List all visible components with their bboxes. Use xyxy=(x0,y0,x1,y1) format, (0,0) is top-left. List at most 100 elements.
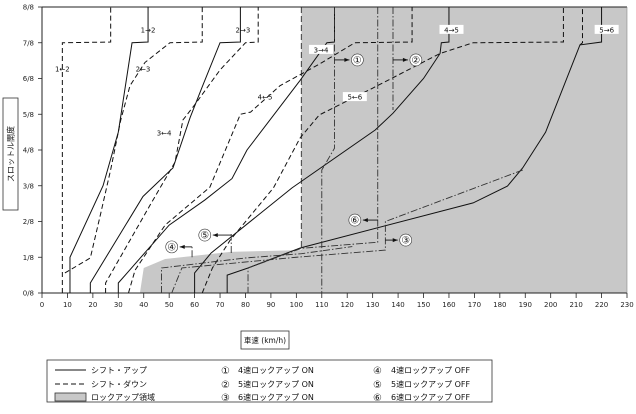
legend: シフト・アップ シフト・ダウン ロックアップ領域 ① 4速ロックアップ ON ②… xyxy=(46,359,493,404)
y-tick-label: 8/8 xyxy=(23,4,34,12)
lockup-marker-circle xyxy=(409,53,423,67)
shift-label-bg xyxy=(439,24,464,34)
lockup-marker-circle xyxy=(348,213,362,227)
lockup-marker-label: ③ xyxy=(401,236,410,247)
series-line-14 xyxy=(247,7,379,293)
x-tick-label: 40 xyxy=(139,301,148,309)
y-tick-label: 0/8 xyxy=(23,290,34,298)
legend-label-4: 4速ロックアップ OFF xyxy=(391,366,471,375)
y-tick-label: 1/8 xyxy=(23,254,34,262)
x-tick-label: 140 xyxy=(391,301,404,309)
y-tick-label: 3/8 xyxy=(23,182,34,190)
legend-label-1: 4速ロックアップ ON xyxy=(238,366,314,375)
lockup-marker-circle xyxy=(165,240,179,254)
x-tick-label: 10 xyxy=(63,301,72,309)
legend-mark-2: ② xyxy=(221,380,230,391)
shift-label: 4←5 xyxy=(258,94,273,102)
series-line-4 xyxy=(105,7,259,293)
series-line-8 xyxy=(201,7,564,294)
legend-lockup-swatch xyxy=(54,392,87,402)
x-tick-label: 190 xyxy=(519,301,532,309)
legend-mark-6: ⑥ xyxy=(373,393,382,404)
y-tick-label: 2/8 xyxy=(23,218,34,226)
lockup-marker-label: ② xyxy=(411,55,420,66)
shift-label: 4→5 xyxy=(444,26,459,34)
legend-mark-4: ④ xyxy=(373,366,382,377)
legend-mark-3: ③ xyxy=(221,393,230,404)
y-axis-label-box: スロットル開度 xyxy=(2,97,19,211)
legend-label-5: 5速ロックアップ OFF xyxy=(391,380,471,389)
arrowhead-icon xyxy=(362,218,368,223)
arrowhead-icon xyxy=(179,244,185,249)
series-line-0 xyxy=(69,7,149,293)
x-tick-label: 210 xyxy=(569,301,582,309)
lockup-marker-circle xyxy=(351,53,364,67)
x-tick-label: 160 xyxy=(442,301,455,309)
series-line-11 xyxy=(321,7,335,293)
series-line-10 xyxy=(579,7,583,46)
legend-label-2: 5速ロックアップ ON xyxy=(238,380,314,389)
lockup-marker-circle xyxy=(198,228,212,242)
x-tick-label: 0 xyxy=(40,301,44,309)
lockup-marker-label: ④ xyxy=(167,242,176,253)
plot-area xyxy=(139,7,627,293)
legend-mark-5: ⑤ xyxy=(373,380,382,391)
x-tick-label: 20 xyxy=(88,301,97,309)
x-tick-label: 90 xyxy=(266,301,275,309)
arrowhead-icon xyxy=(392,238,398,243)
x-tick-label: 180 xyxy=(493,301,506,309)
legend-label-6: 6速ロックアップ OFF xyxy=(391,393,471,402)
x-axis-label-box: 車速 (km/h) xyxy=(240,330,290,350)
lockup-marker-label: ⑥ xyxy=(350,216,359,227)
x-axis-label: 車速 (km/h) xyxy=(244,335,286,345)
shift-label: 2→3 xyxy=(236,26,251,34)
lockup-region xyxy=(139,7,627,293)
y-tick-label: 4/8 xyxy=(23,147,34,155)
x-tick-label: 220 xyxy=(595,301,608,309)
y-axis-label: スロットル開度 xyxy=(6,126,16,182)
x-tick-label: 170 xyxy=(468,301,481,309)
x-tick-label: 200 xyxy=(544,301,557,309)
x-tick-label: 60 xyxy=(190,301,199,309)
series-line-1 xyxy=(61,7,112,293)
series-line-13 xyxy=(171,169,523,294)
series-line-5 xyxy=(117,7,335,293)
x-tick-label: 100 xyxy=(290,301,303,309)
legend-lockup-area: ロックアップ領域 xyxy=(91,392,155,402)
y-tick-label: 5/8 xyxy=(23,111,34,119)
series-line-9 xyxy=(226,7,603,293)
series-line-3 xyxy=(89,7,241,293)
lockup-marker-label: ⑤ xyxy=(200,231,209,242)
series-line-6 xyxy=(127,7,413,294)
x-tick-label: 110 xyxy=(315,301,328,309)
chart-marks: 1→2 1←2 2→3 2←3 3→4 3←4 4→5 4←5 5→6 5←6 ① ② ③ ④ ⑤ ⑥ xyxy=(55,7,619,294)
shift-label: 3←4 xyxy=(157,129,172,137)
lockup-marker-label: ① xyxy=(353,55,362,66)
shift-label-bg xyxy=(342,92,367,102)
shift-label-bg xyxy=(594,24,619,34)
shift-label: 2←3 xyxy=(136,65,151,73)
x-tick-label: 130 xyxy=(366,301,379,309)
y-tick-label: 6/8 xyxy=(23,75,34,83)
x-tick-label: 120 xyxy=(341,301,354,309)
shift-label: 1→2 xyxy=(141,26,156,34)
x-tick-label: 230 xyxy=(620,301,633,309)
shift-label: 5→6 xyxy=(599,26,614,34)
arrowhead-icon xyxy=(402,57,408,62)
y-tick-label: 7/8 xyxy=(23,39,34,47)
x-tick-label: 30 xyxy=(114,301,123,309)
x-tick-label: 50 xyxy=(165,301,174,309)
series-line-15 xyxy=(161,246,353,293)
shift-label: 5←6 xyxy=(347,94,362,102)
legend-label-3: 6速ロックアップ ON xyxy=(238,393,314,402)
legend-shift-up: シフト・アップ xyxy=(91,366,147,375)
legend-shift-down: シフト・ダウン xyxy=(91,379,147,389)
x-tick-label: 70 xyxy=(216,301,225,309)
shift-label: 3→4 xyxy=(314,46,329,54)
x-tick-label: 150 xyxy=(417,301,430,309)
shift-label: 1←2 xyxy=(55,65,70,73)
arrowhead-icon xyxy=(344,57,350,62)
shift-label-bg xyxy=(309,44,334,54)
x-tick-label: 80 xyxy=(241,301,250,309)
